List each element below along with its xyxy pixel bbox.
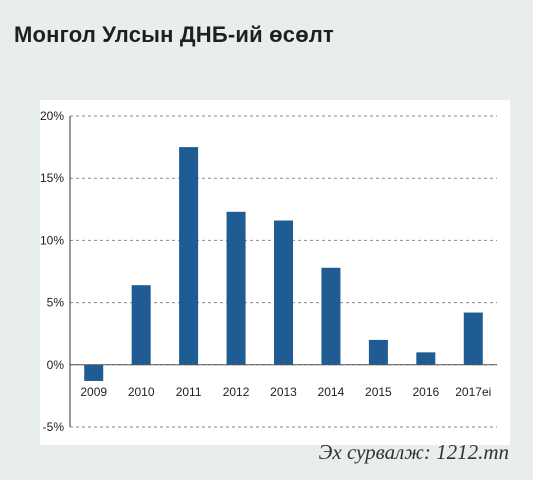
y-tick-label: 15% <box>40 171 64 185</box>
x-tick-label: 2014 <box>318 385 345 399</box>
x-tick-label: 2010 <box>128 385 155 399</box>
x-tick-label: 2016 <box>412 385 439 399</box>
y-tick-label: -5% <box>43 420 65 434</box>
x-tick-label: 2012 <box>223 385 250 399</box>
chart-title: Монгол Улсын ДНБ-ий өсөлт <box>14 22 335 47</box>
x-tick-label: 2017еі <box>455 385 491 399</box>
bar-2015 <box>368 339 388 365</box>
bar-2011 <box>179 147 199 365</box>
bar-2013 <box>274 220 293 365</box>
x-tick-label: 2013 <box>270 385 297 399</box>
bar-2017еі <box>463 312 483 365</box>
y-tick-label: 20% <box>40 109 64 123</box>
x-tick-label: 2011 <box>176 385 202 399</box>
source-note: Эх сурвалж: 1212.mn <box>318 440 509 464</box>
y-tick-label: 0% <box>47 358 65 372</box>
y-tick-label: 5% <box>47 296 65 310</box>
y-tick-label: 10% <box>40 233 64 247</box>
bar-2012 <box>226 211 246 365</box>
bar-2016 <box>416 352 436 365</box>
bar-2014 <box>321 267 341 365</box>
x-tick-label: 2009 <box>80 385 107 399</box>
x-tick-label: 2015 <box>365 385 392 399</box>
bar-2010 <box>131 285 151 365</box>
bar-2009 <box>84 364 104 381</box>
